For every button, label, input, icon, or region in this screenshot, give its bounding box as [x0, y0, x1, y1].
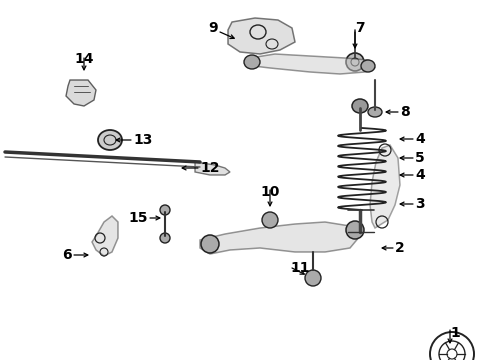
Polygon shape [195, 162, 230, 175]
Text: 11: 11 [290, 261, 310, 275]
Polygon shape [92, 216, 118, 256]
Ellipse shape [98, 130, 122, 150]
Text: 2: 2 [395, 241, 405, 255]
Text: 13: 13 [133, 133, 152, 147]
Ellipse shape [201, 235, 219, 253]
Text: 8: 8 [400, 105, 410, 119]
Ellipse shape [346, 221, 364, 239]
Text: 6: 6 [62, 248, 72, 262]
Polygon shape [66, 80, 96, 106]
Ellipse shape [244, 55, 260, 69]
Text: 4: 4 [415, 168, 425, 182]
Ellipse shape [305, 270, 321, 286]
Ellipse shape [346, 53, 364, 71]
Polygon shape [200, 222, 360, 254]
Polygon shape [228, 18, 295, 54]
Ellipse shape [262, 212, 278, 228]
Ellipse shape [160, 205, 170, 215]
Text: 12: 12 [200, 161, 220, 175]
Text: 5: 5 [415, 151, 425, 165]
Text: 1: 1 [450, 326, 460, 340]
Text: 10: 10 [260, 185, 280, 199]
Polygon shape [370, 145, 400, 228]
Text: 7: 7 [355, 21, 365, 35]
Ellipse shape [368, 107, 382, 117]
Text: 9: 9 [208, 21, 218, 35]
Text: 15: 15 [128, 211, 148, 225]
Text: 3: 3 [415, 197, 425, 211]
Ellipse shape [160, 233, 170, 243]
Ellipse shape [361, 60, 375, 72]
Ellipse shape [352, 99, 368, 113]
Text: 4: 4 [415, 132, 425, 146]
Polygon shape [245, 54, 375, 74]
Text: 14: 14 [74, 52, 94, 66]
